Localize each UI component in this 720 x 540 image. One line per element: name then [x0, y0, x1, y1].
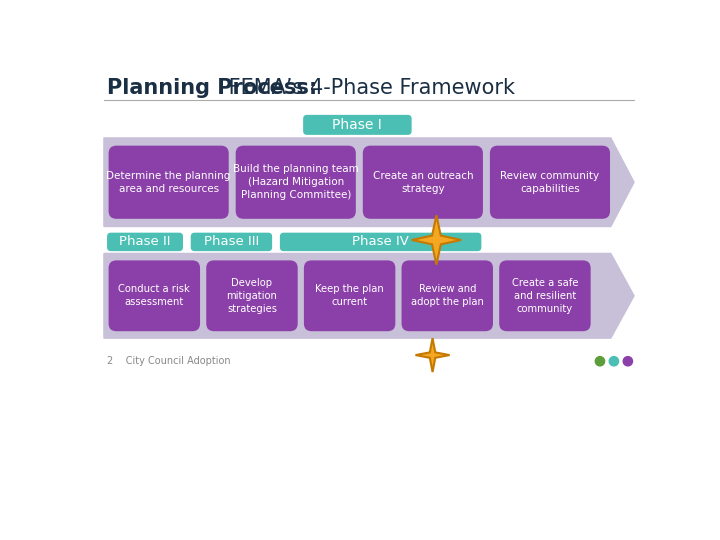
FancyBboxPatch shape [402, 260, 493, 331]
FancyBboxPatch shape [206, 260, 297, 331]
Text: Create a safe
and resilient
community: Create a safe and resilient community [512, 278, 578, 314]
Text: Review community
capabilities: Review community capabilities [500, 171, 600, 194]
Text: Conduct a risk
assessment: Conduct a risk assessment [119, 284, 190, 307]
Text: 2    City Council Adoption: 2 City Council Adoption [107, 356, 230, 366]
FancyBboxPatch shape [191, 233, 272, 251]
Circle shape [609, 356, 618, 366]
FancyBboxPatch shape [490, 146, 610, 219]
FancyBboxPatch shape [107, 233, 183, 251]
Text: FEMA’s 4-Phase Framework: FEMA’s 4-Phase Framework [222, 78, 515, 98]
Polygon shape [412, 215, 462, 265]
Text: Phase I: Phase I [333, 118, 382, 132]
Text: Keep the plan
current: Keep the plan current [315, 284, 384, 307]
FancyBboxPatch shape [235, 146, 356, 219]
Text: Planning Process:: Planning Process: [107, 78, 318, 98]
Polygon shape [104, 253, 634, 338]
Text: Phase IV: Phase IV [352, 235, 409, 248]
Circle shape [624, 356, 632, 366]
Circle shape [595, 356, 605, 366]
Text: Phase III: Phase III [204, 235, 259, 248]
Text: Create an outreach
strategy: Create an outreach strategy [372, 171, 473, 194]
FancyBboxPatch shape [109, 260, 200, 331]
FancyBboxPatch shape [499, 260, 590, 331]
Polygon shape [415, 338, 449, 372]
Text: Build the planning team
(Hazard Mitigation
Planning Committee): Build the planning team (Hazard Mitigati… [233, 164, 359, 200]
FancyBboxPatch shape [280, 233, 482, 251]
Text: Phase II: Phase II [120, 235, 171, 248]
FancyBboxPatch shape [109, 146, 229, 219]
Polygon shape [104, 138, 634, 226]
FancyBboxPatch shape [303, 115, 412, 135]
Text: Review and
adopt the plan: Review and adopt the plan [411, 284, 484, 307]
Text: Determine the planning
area and resources: Determine the planning area and resource… [107, 171, 231, 194]
FancyBboxPatch shape [304, 260, 395, 331]
FancyBboxPatch shape [363, 146, 483, 219]
Text: Develop
mitigation
strategies: Develop mitigation strategies [227, 278, 277, 314]
